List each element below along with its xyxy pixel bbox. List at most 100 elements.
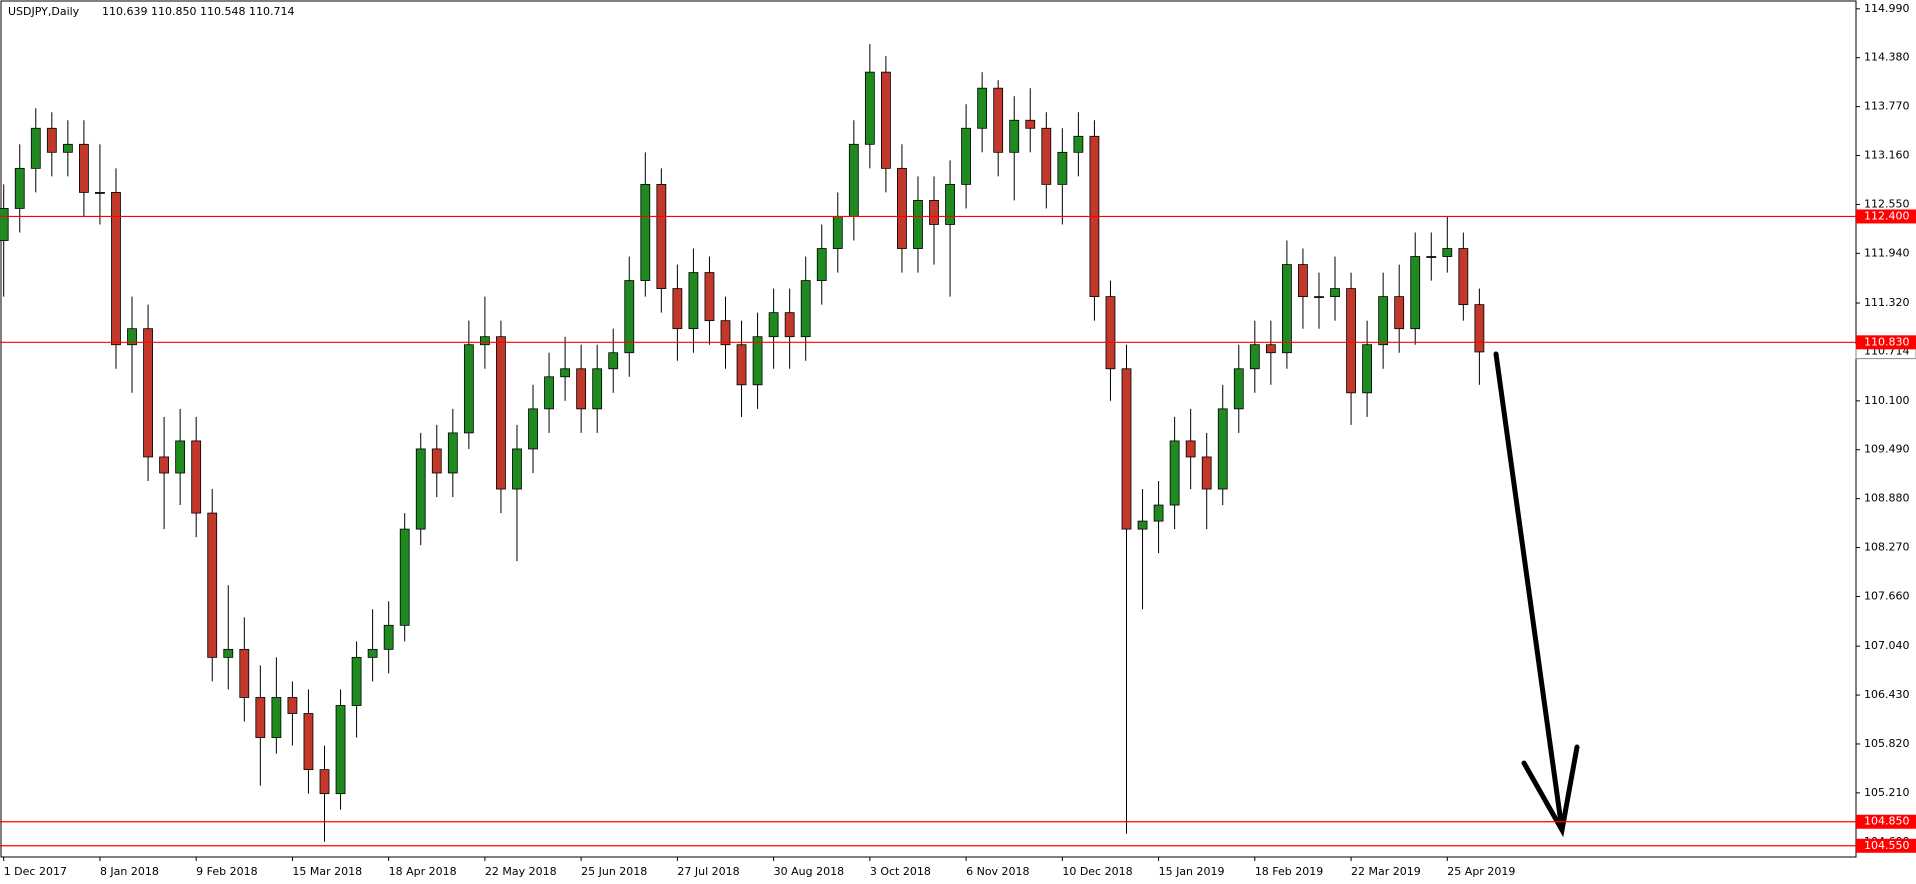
candle-body: [399, 528, 410, 626]
candle-body: [1233, 368, 1244, 410]
x-tick-label: 3 Oct 2018: [870, 865, 931, 878]
candle-body: [1121, 368, 1132, 530]
candle-body: [913, 200, 923, 249]
y-tick-label: 111.940: [1864, 246, 1910, 259]
y-tick-label: 105.820: [1864, 737, 1910, 750]
level-label-box: [1856, 335, 1916, 350]
candle-body: [95, 192, 105, 194]
candle-body: [624, 280, 635, 354]
candle-body: [14, 167, 25, 209]
candle-body: [720, 320, 731, 346]
chart-subtitle: 110.639 110.850 110.548 110.714: [102, 5, 294, 18]
candle-body: [319, 769, 330, 795]
candle-body: [62, 143, 73, 153]
x-tick-label: 22 May 2018: [485, 865, 557, 878]
candle-body: [1057, 151, 1068, 185]
plot-area: [0, 44, 1485, 842]
candle-body: [463, 344, 474, 434]
level-label-box: [1856, 814, 1916, 829]
candle-body: [1474, 304, 1485, 353]
y-tick-label: 113.770: [1864, 100, 1910, 113]
level-label: 104.550: [1864, 839, 1910, 852]
level-label: 110.830: [1864, 335, 1910, 348]
candle-body: [977, 87, 988, 129]
candle-body: [30, 127, 41, 169]
candle-body: [929, 200, 939, 225]
candle-body: [367, 648, 378, 658]
candle-body: [143, 328, 153, 458]
y-tick-label: 108.270: [1864, 541, 1910, 554]
x-tick-label: 9 Feb 2018: [196, 865, 257, 878]
y-tick-label: 105.210: [1864, 786, 1910, 799]
candle-body: [608, 352, 619, 370]
level-label: 112.400: [1864, 209, 1910, 222]
candle-body: [800, 280, 811, 338]
level-label: 104.850: [1864, 815, 1910, 828]
candle-body: [447, 432, 458, 474]
candle-body: [945, 183, 955, 225]
candle-body: [1346, 288, 1356, 394]
candle-body: [1249, 344, 1260, 370]
x-tick-label: 6 Nov 2018: [966, 865, 1029, 878]
candle-body: [592, 368, 603, 410]
candle-body: [656, 183, 667, 290]
y-tick-label: 113.160: [1864, 149, 1910, 162]
y-tick-label: 110.100: [1864, 394, 1910, 407]
chart-title: USDJPY,Daily: [8, 5, 80, 18]
x-tick-label: 18 Feb 2019: [1255, 865, 1323, 878]
y-tick-label: 112.550: [1864, 197, 1910, 210]
annotation-arrow: [1493, 351, 1580, 838]
candle-body: [271, 697, 282, 738]
candle-body: [816, 248, 827, 281]
candle-body: [431, 448, 442, 474]
candle-body: [175, 440, 186, 474]
candle-body: [79, 143, 89, 193]
candle-body: [255, 697, 266, 738]
candle-body: [993, 87, 1004, 153]
candle-body: [752, 336, 763, 386]
y-tick-label: 107.660: [1864, 589, 1910, 602]
candle-body: [46, 127, 57, 153]
y-tick-label: 114.380: [1864, 51, 1910, 64]
plot-frame: [0, 0, 1857, 858]
candle-body: [1009, 119, 1020, 153]
candle-body: [1282, 264, 1292, 354]
candle-body: [512, 448, 522, 490]
x-tick-label: 18 Apr 2018: [389, 865, 457, 878]
candle-body: [1265, 344, 1276, 354]
candle-body: [287, 697, 298, 714]
candle-body: [848, 143, 859, 217]
candle-body: [1410, 256, 1421, 330]
candle-body: [897, 167, 907, 249]
candle-body: [768, 312, 779, 338]
candle-body: [1153, 504, 1164, 522]
candle-body: [1362, 344, 1372, 394]
candle-body: [479, 336, 490, 346]
candle-body: [1041, 127, 1052, 185]
arrow-shaft: [1493, 351, 1565, 833]
candle-body: [640, 183, 651, 281]
candle-body: [351, 656, 362, 706]
y-tick-label: 111.320: [1864, 296, 1910, 309]
x-tick-label: 8 Jan 2018: [100, 865, 159, 878]
candle-body: [832, 216, 843, 249]
level-label-box: [1856, 838, 1916, 853]
candle-body: [1025, 119, 1036, 129]
level-label-box: [1856, 209, 1916, 224]
y-tick-label: 108.880: [1864, 492, 1910, 505]
candle-body: [1169, 440, 1180, 506]
candle-body: [111, 192, 121, 346]
candle-body: [881, 71, 891, 169]
candle-body: [1314, 296, 1324, 299]
candle-body: [127, 328, 137, 346]
x-tick-label: 25 Jun 2018: [581, 865, 647, 878]
candle-body: [1137, 520, 1148, 530]
y-tick-label: 107.040: [1864, 639, 1910, 652]
candle-body: [1330, 288, 1340, 298]
candle-body: [1217, 408, 1228, 490]
arrow-head: [1521, 744, 1580, 838]
candle-body: [1426, 256, 1437, 258]
candle-body: [191, 440, 202, 514]
